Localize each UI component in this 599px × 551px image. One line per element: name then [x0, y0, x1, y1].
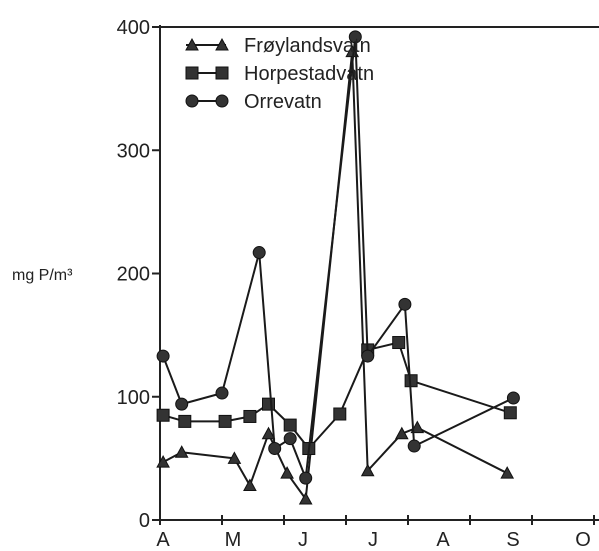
data-point	[348, 30, 362, 44]
x-tick-label: O	[575, 529, 591, 551]
data-point	[392, 336, 406, 350]
series-line	[162, 35, 514, 480]
data-point	[503, 406, 517, 420]
data-point	[185, 37, 199, 51]
data-point	[156, 349, 170, 363]
data-point	[283, 418, 297, 432]
data-point	[283, 432, 297, 446]
data-point	[500, 466, 515, 479]
legend-label: Frøylandsvatn	[244, 35, 371, 57]
data-point	[215, 386, 229, 400]
y-tick-label: 100	[117, 387, 150, 409]
series-circle	[156, 30, 520, 485]
data-point	[243, 478, 257, 491]
data-point	[243, 409, 257, 423]
x-tick-label: M	[225, 529, 242, 551]
data-point	[215, 37, 229, 51]
data-point	[174, 445, 189, 458]
legend-entry: Orrevatn	[185, 91, 322, 113]
y-axis-label: mg P/m³	[12, 267, 73, 284]
data-point	[175, 397, 189, 411]
data-point	[215, 94, 229, 108]
data-point	[185, 66, 199, 80]
data-point	[407, 439, 421, 453]
axes: 0 100 200 300 400 A M J J A S O	[117, 17, 599, 551]
y-tick-label: 200	[117, 264, 150, 286]
data-point	[299, 471, 313, 485]
data-point	[261, 426, 276, 440]
data-point	[218, 414, 232, 428]
data-point	[268, 442, 282, 456]
legend: Frøylandsvatn Horpestadvatn Orrevatn	[185, 35, 374, 113]
series-layer	[156, 30, 520, 505]
data-point	[156, 408, 170, 422]
series-line	[162, 50, 508, 500]
data-point	[410, 420, 425, 434]
data-point	[262, 397, 275, 411]
data-point	[185, 94, 199, 108]
data-point	[252, 246, 266, 260]
data-point	[333, 407, 347, 421]
data-point	[227, 451, 242, 464]
x-tick-label: A	[156, 529, 170, 551]
data-point	[394, 426, 409, 440]
y-tick-label: 0	[139, 510, 150, 532]
x-tick-label: J	[368, 529, 378, 551]
legend-entry: Horpestadvatn	[185, 63, 374, 85]
x-tick-label: S	[506, 529, 519, 551]
x-tick-label: A	[436, 529, 450, 551]
data-point	[156, 455, 170, 468]
data-point	[178, 414, 192, 428]
data-point	[298, 492, 313, 505]
data-point	[361, 349, 375, 363]
legend-label: Orrevatn	[244, 91, 322, 113]
y-tick-label: 400	[117, 17, 150, 39]
x-tick-label: J	[298, 529, 308, 551]
data-point	[215, 66, 229, 80]
y-tick-label: 300	[117, 140, 150, 162]
data-point	[280, 466, 294, 479]
legend-label: Horpestadvatn	[244, 63, 374, 85]
data-point	[398, 297, 412, 311]
data-point	[360, 463, 375, 477]
data-point	[506, 391, 520, 405]
series-triangle	[156, 44, 515, 505]
legend-entry: Frøylandsvatn	[185, 35, 371, 57]
